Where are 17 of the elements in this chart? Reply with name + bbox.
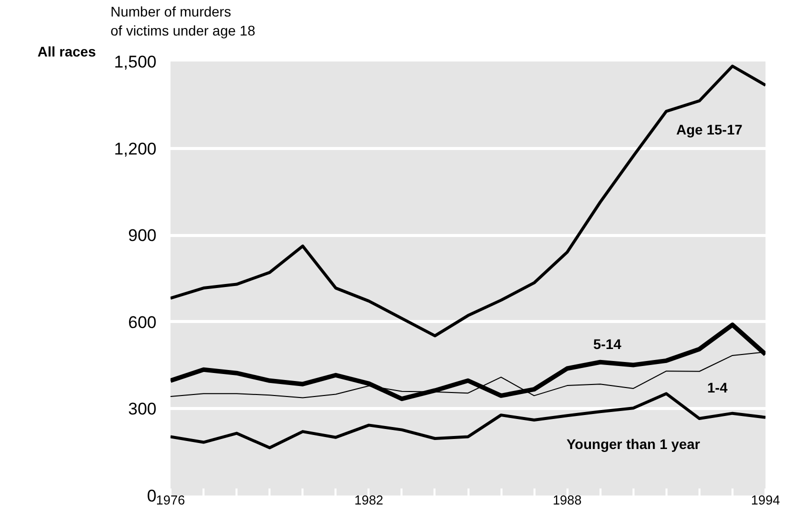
x-tick-label: 1988	[552, 492, 582, 508]
x-tick-label: 1994	[751, 492, 780, 508]
series-label: Age 15-17	[676, 121, 743, 138]
line-series	[170, 64, 766, 338]
x-tick-label: 1976	[156, 492, 185, 508]
y-tick-label: 300	[128, 400, 157, 419]
y-tick-label: 1,500	[114, 52, 157, 72]
y-tick-label: 1,200	[114, 139, 157, 158]
y-tick-label: 600	[128, 312, 157, 332]
y-tick-label: 900	[128, 226, 157, 246]
chart-subtitle: All races	[38, 44, 96, 60]
y-axis-title: Number of murders of victims under age 18	[110, 3, 256, 38]
x-tick-label: 1982	[354, 492, 384, 508]
series-label: 5-14	[593, 336, 622, 352]
y-tick-label: 0	[147, 486, 157, 506]
series-label: 1-4	[707, 379, 728, 396]
series-label: Younger than 1 year	[566, 436, 701, 452]
